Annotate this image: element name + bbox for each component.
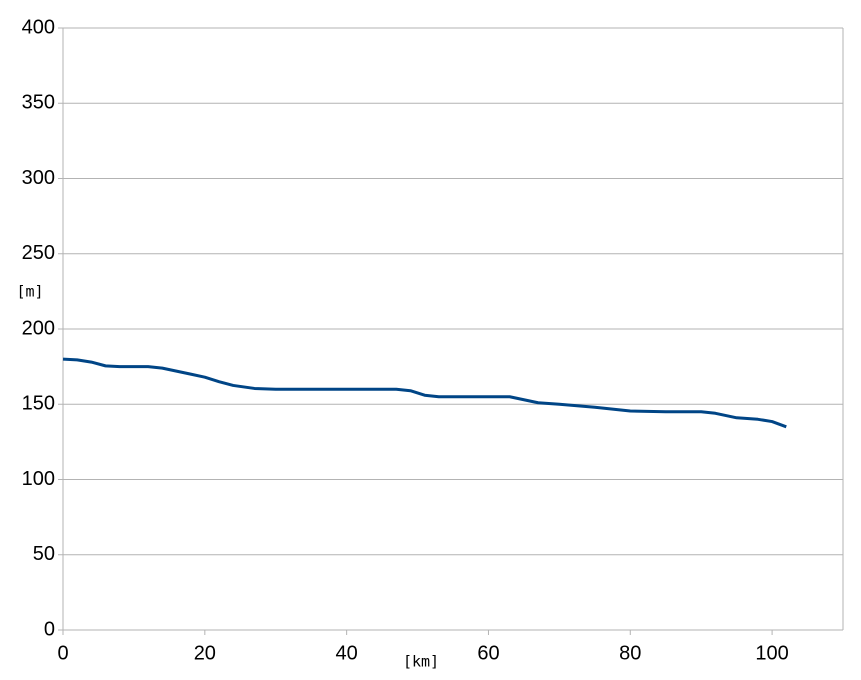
y-axis-title: [m] [16,283,43,301]
y-tick-label: 300 [22,167,55,189]
x-tick-label: 0 [57,642,68,664]
y-tick-label: 150 [22,393,55,415]
x-axis-title: [km] [403,653,439,671]
x-tick-label: 40 [336,642,358,664]
y-tick-label: 50 [33,543,55,565]
y-tick-label: 350 [22,92,55,114]
y-tick-label: 250 [22,242,55,264]
y-tick-label: 0 [44,618,55,640]
x-tick-label: 60 [477,642,499,664]
x-tick-label: 80 [619,642,641,664]
y-tick-label: 100 [22,468,55,490]
y-tick-label: 400 [22,16,55,38]
y-tick-label: 200 [22,317,55,339]
data-line [62,357,787,429]
x-tick-label: 20 [194,642,216,664]
x-tick-label: 100 [755,642,788,664]
